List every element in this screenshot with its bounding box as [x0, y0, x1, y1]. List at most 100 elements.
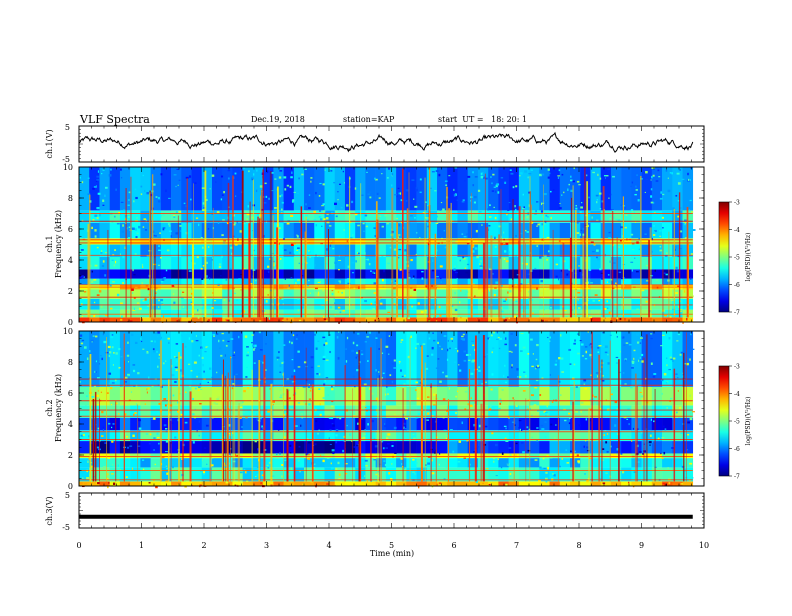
spectrogram-speckle: [513, 397, 514, 399]
spectrogram-speckle: [105, 187, 108, 189]
spectrogram-speckle: [634, 194, 636, 195]
sferic-streak: [637, 386, 638, 481]
spectrogram-speckle: [523, 206, 525, 208]
spectrogram-speckle: [658, 438, 660, 439]
spectrogram-speckle: [366, 410, 368, 411]
spectrogram-cell: [243, 257, 254, 269]
y-tick-label: 4: [68, 420, 73, 429]
spectrogram-cell: [253, 331, 264, 387]
spectrogram-speckle: [159, 232, 161, 233]
spectrogram-speckle: [261, 425, 263, 427]
spectrogram-speckle: [439, 453, 440, 454]
spectrogram-speckle: [147, 477, 149, 478]
sferic-streak: [490, 235, 492, 317]
spectrogram-speckle: [660, 246, 662, 248]
spectrogram-cell: [294, 331, 305, 387]
spectrogram-speckle: [608, 362, 610, 364]
spectrogram-cell: [284, 257, 295, 269]
spectrogram-speckle: [128, 361, 129, 362]
spectrogram-speckle: [422, 278, 424, 280]
spectrogram-cell: [550, 481, 561, 486]
spectrogram-speckle: [432, 260, 433, 262]
spectrogram-speckle: [457, 391, 458, 392]
spectrogram-speckle: [462, 422, 464, 424]
spectrogram-speckle: [607, 451, 609, 452]
spectrogram-speckle: [308, 207, 311, 208]
spectrogram-cell: [519, 317, 530, 322]
spectrogram-speckle: [93, 279, 96, 280]
spectrogram-speckle: [535, 459, 538, 461]
x-tick-label: 9: [639, 541, 644, 550]
spectrogram-cell: [376, 317, 387, 322]
spectrogram-speckle: [315, 264, 316, 266]
spectrogram-speckle: [607, 169, 610, 171]
spectrogram-speckle: [300, 425, 301, 427]
y-tick-label: 0: [68, 318, 73, 327]
spectrogram-speckle: [159, 215, 162, 217]
spectrogram-speckle: [330, 245, 331, 247]
spectrogram-speckle: [174, 436, 176, 438]
spectrogram-cell: [498, 453, 509, 458]
spectrogram-speckle: [667, 279, 669, 281]
spectrogram-speckle: [373, 459, 376, 460]
spectrogram-speckle: [537, 224, 539, 226]
spectrogram-speckle: [500, 401, 501, 403]
spectrogram-cell: [621, 453, 632, 458]
spectrogram-speckle: [531, 415, 533, 416]
spectrogram-speckle: [670, 357, 672, 359]
spectrogram-cell: [325, 310, 336, 318]
spectrogram-speckle: [94, 371, 95, 373]
spectrogram-speckle: [552, 401, 554, 403]
spectrogram-speckle: [364, 429, 366, 430]
spectrogram-speckle: [154, 340, 156, 342]
spectrogram-speckle: [269, 317, 270, 319]
spectrogram-speckle: [586, 446, 588, 448]
spectrogram-speckle: [213, 336, 215, 337]
spectrogram-speckle: [550, 374, 551, 376]
spectrogram-speckle: [157, 331, 160, 333]
spectrogram-speckle: [148, 388, 150, 390]
spectrogram-speckle: [635, 186, 637, 188]
spectrogram-speckle: [568, 349, 571, 351]
spectrogram-cell: [488, 317, 499, 322]
spectrogram-speckle: [662, 217, 664, 219]
spectrogram-cell: [140, 238, 151, 244]
spectrogram-speckle: [653, 175, 655, 177]
spectrogram-speckle: [671, 268, 674, 269]
spectrogram-speckle: [615, 401, 618, 403]
spectrogram-speckle: [91, 280, 93, 282]
spectrogram-speckle: [678, 417, 680, 418]
spectrogram-speckle: [339, 184, 341, 185]
spectrogram-speckle: [680, 311, 681, 312]
spectrogram-speckle: [687, 449, 688, 450]
spectrogram-speckle: [385, 447, 387, 448]
spectrogram-speckle: [334, 302, 335, 304]
spectrogram-speckle: [341, 292, 342, 294]
spectrogram-speckle: [142, 459, 144, 461]
spectrogram-speckle: [666, 252, 667, 254]
spectrogram-cell: [498, 279, 509, 285]
spectrogram-speckle: [127, 375, 130, 377]
spectrogram-speckle: [650, 195, 652, 197]
spectrogram-speckle: [153, 350, 155, 352]
spectrogram-speckle: [577, 222, 579, 224]
spectrogram-speckle: [394, 359, 396, 361]
spectrogram-speckle: [491, 335, 493, 337]
spectrogram-speckle: [540, 280, 543, 282]
spectrogram-speckle: [276, 458, 278, 459]
spectrogram-speckle: [537, 301, 539, 303]
spectrogram-speckle: [126, 436, 128, 438]
spectrogram-cell: [386, 269, 397, 278]
spectrogram-cell: [243, 223, 254, 239]
spectrogram-speckle: [142, 264, 143, 266]
spectrogram-cell: [652, 167, 663, 210]
spectrogram-cell: [151, 481, 162, 486]
spectrogram-speckle: [400, 192, 401, 194]
spectrogram-speckle: [226, 482, 228, 484]
sferic-streak: [574, 381, 575, 481]
spectrogram-speckle: [332, 452, 334, 454]
spectrogram-speckle: [154, 210, 155, 211]
spectrogram-speckle: [531, 366, 534, 367]
spectrogram-cell: [509, 223, 520, 239]
spectrogram-speckle: [379, 375, 380, 377]
